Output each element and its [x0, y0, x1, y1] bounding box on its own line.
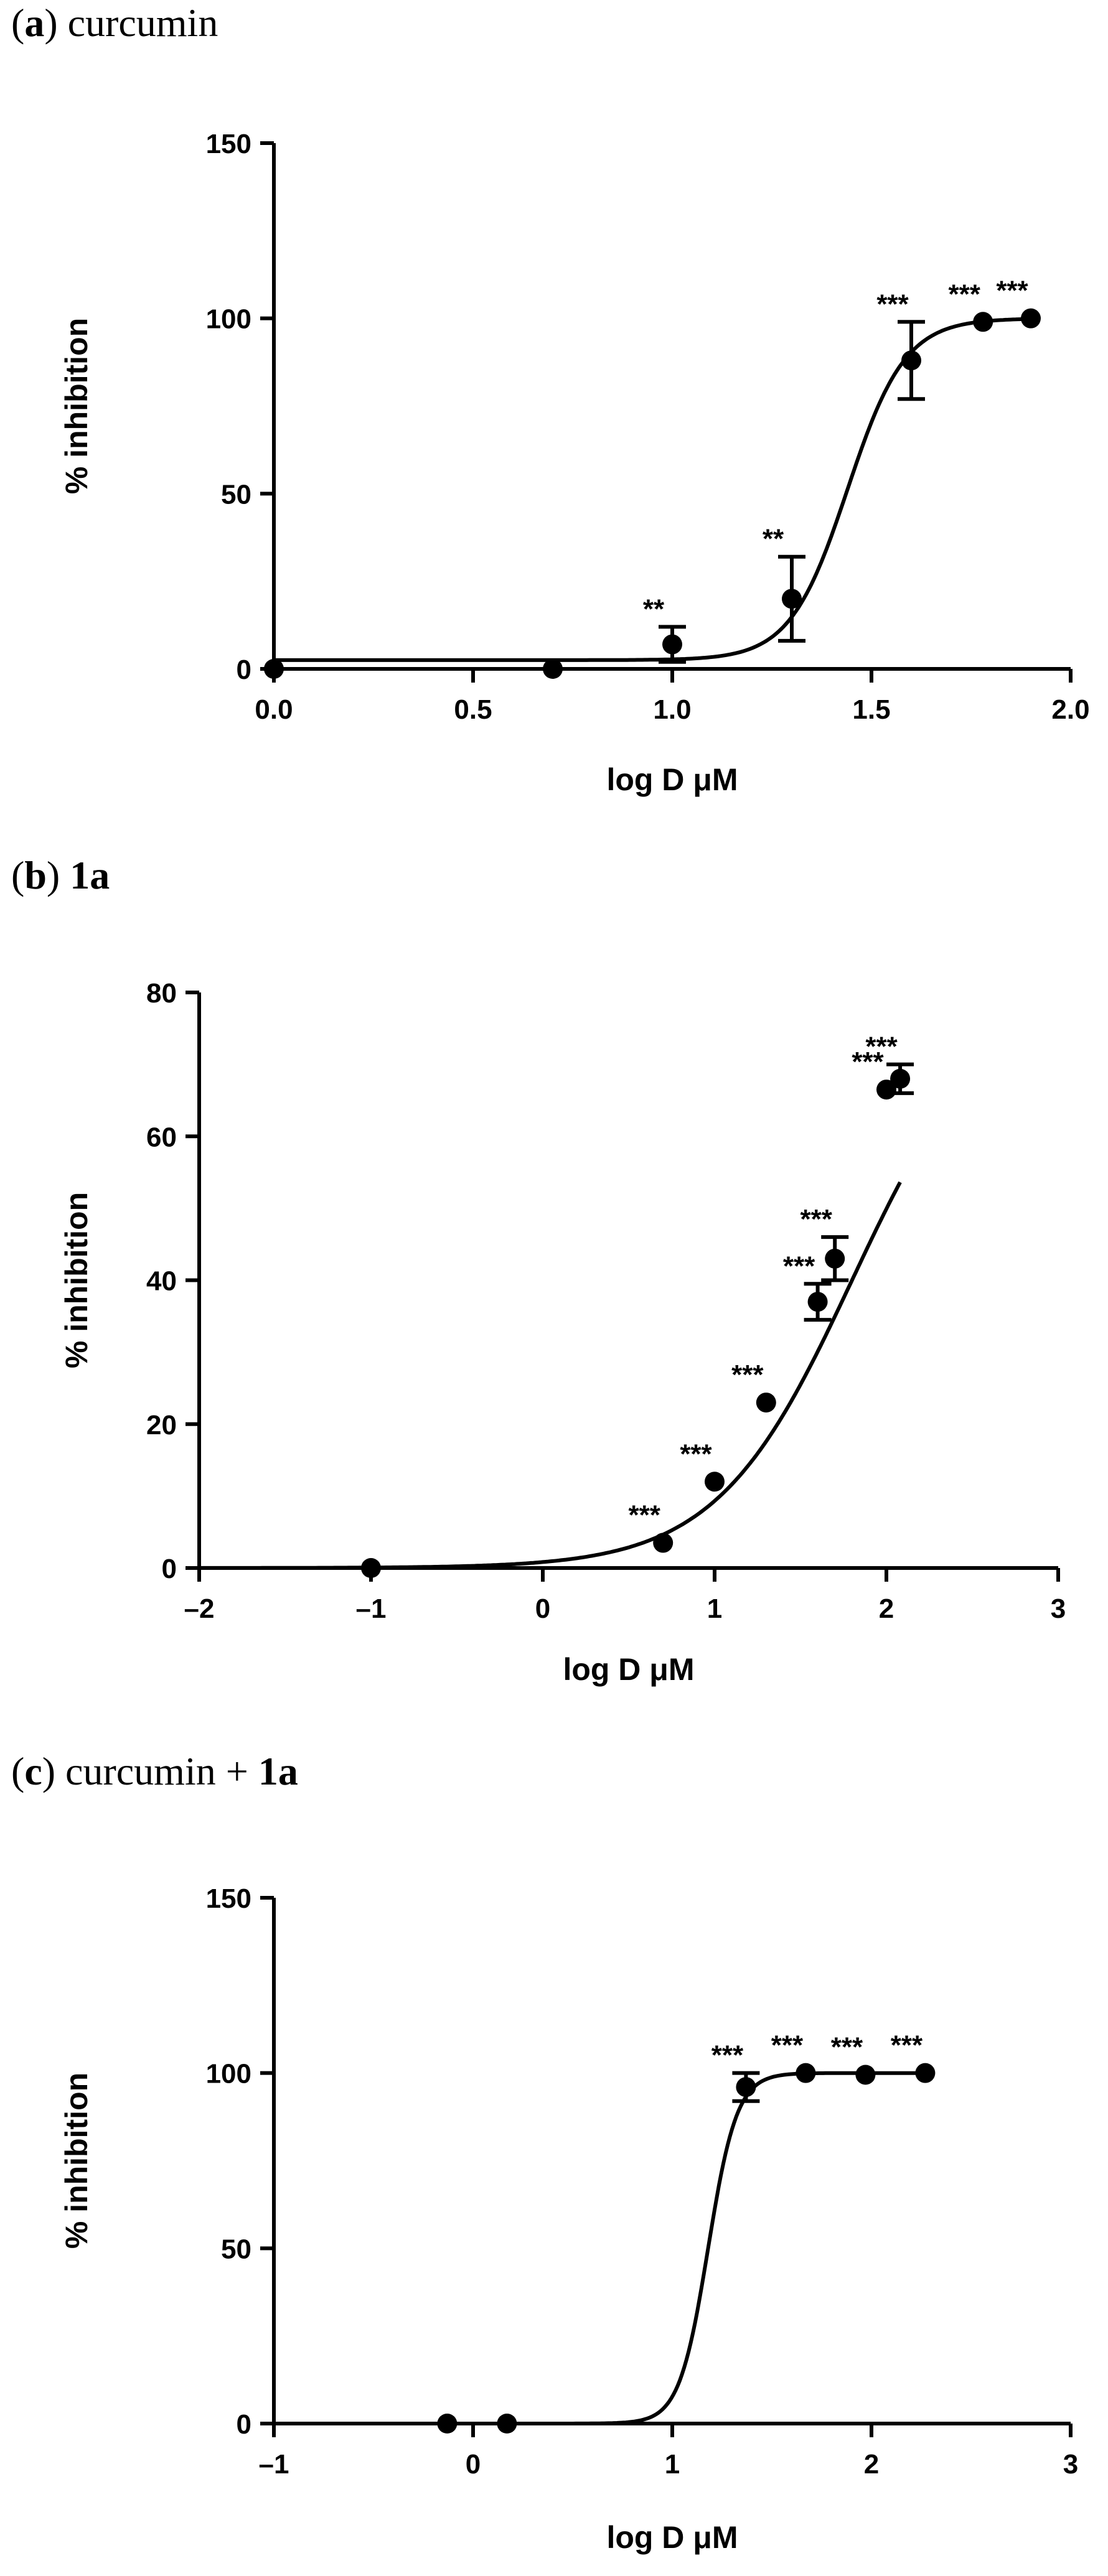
panel-title-bold: 1a [258, 1749, 298, 1793]
panel-label: a [24, 1, 45, 45]
x-tick-label: 2 [864, 2449, 879, 2480]
significance-label: *** [865, 1032, 898, 1062]
significance-label: *** [949, 279, 981, 309]
x-tick-label: 2.0 [1051, 694, 1089, 725]
x-axis-title: log D μM [563, 1652, 694, 1687]
significance-label: *** [711, 2040, 744, 2071]
significance-label: *** [996, 276, 1028, 306]
y-tick-label: 0 [237, 2409, 251, 2440]
significance-label: *** [783, 1251, 815, 1281]
x-tick-label: 1 [665, 2449, 680, 2480]
data-point [543, 659, 563, 679]
x-tick-label: 0.0 [255, 694, 293, 725]
panel-title-text: curcumin + [65, 1749, 258, 1793]
x-tick-label: –1 [259, 2449, 289, 2480]
y-axis-title: % inhibition [59, 318, 94, 494]
y-tick-label: 100 [206, 2059, 251, 2089]
x-tick-label: 1.5 [852, 694, 890, 725]
x-axis-title: log D μM [606, 762, 738, 797]
x-tick-label: 0.5 [454, 694, 492, 725]
y-tick-label: 60 [146, 1122, 177, 1152]
panel-label: c [24, 1749, 42, 1793]
data-point [497, 2414, 517, 2434]
panel-label: b [24, 853, 47, 897]
panel-title-bold: 1a [70, 853, 110, 897]
y-tick-label: 20 [146, 1410, 177, 1440]
data-point [807, 1292, 828, 1312]
data-point [825, 1248, 845, 1269]
panel-title-b: (b) 1a [11, 853, 110, 897]
x-tick-label: 3 [1051, 1594, 1066, 1624]
x-tick-label: 0 [466, 2449, 481, 2480]
data-point [756, 1393, 776, 1413]
data-point [736, 2077, 756, 2098]
y-tick-label: 40 [146, 1266, 177, 1297]
chart-svg-a: 0.0 0.5 1.0 1.5 2.0 0 50 100 150 log D μM % inhibi… [59, 129, 1090, 797]
fit-curve [274, 2071, 926, 2425]
data-point [973, 312, 993, 332]
y-tick-label: 50 [221, 2234, 251, 2264]
significance-label: *** [771, 2030, 804, 2061]
panel-title-text: curcumin [67, 1, 218, 45]
y-axis-title: % inhibition [59, 2073, 94, 2249]
x-tick-label: 0 [535, 1594, 550, 1624]
data-point [890, 1068, 911, 1089]
y-axis-title: % inhibition [59, 1192, 94, 1368]
significance-label: *** [680, 1439, 712, 1469]
significance-label: ** [763, 524, 784, 554]
data-point [437, 2414, 458, 2434]
y-tick-label: 50 [221, 479, 251, 510]
chart-svg-b: –2 –1 0 1 2 3 0 20 40 60 80 log D μM % inhibition ***… [59, 978, 1066, 1687]
significance-label: ** [643, 594, 665, 624]
x-tick-label: –2 [184, 1594, 215, 1624]
chart-panel-c: (c) curcumin + 1a –1 0 1 2 3 0 50 100 150 log D μ… [0, 1748, 1108, 2576]
data-point [855, 2065, 876, 2085]
panel-title-c: (c) curcumin + 1a [11, 1749, 298, 1793]
data-point [653, 1533, 674, 1553]
panel-title-a: (a) curcumin [11, 1, 218, 45]
fit-curve [199, 1181, 902, 1570]
chart-panel-b: (b) 1a –2 –1 0 1 2 3 0 20 40 60 80 log D μM % inhibi… [0, 852, 1108, 1711]
y-tick-label: 0 [237, 655, 251, 685]
y-tick-label: 150 [206, 129, 251, 159]
y-tick-label: 80 [146, 978, 177, 1009]
data-point [1021, 308, 1041, 329]
significance-label: *** [731, 1360, 764, 1390]
x-tick-label: –1 [356, 1594, 387, 1624]
data-point [915, 2063, 936, 2083]
data-point [662, 634, 682, 655]
significance-label: *** [876, 289, 909, 319]
significance-label: *** [831, 2032, 863, 2062]
x-tick-label: 3 [1063, 2449, 1078, 2480]
y-tick-label: 150 [206, 1883, 251, 1914]
data-point [361, 1558, 381, 1578]
significance-label: *** [800, 1204, 833, 1234]
y-tick-label: 0 [162, 1554, 177, 1584]
x-tick-label: 1 [707, 1594, 722, 1624]
data-point [796, 2063, 816, 2083]
significance-label: *** [629, 1500, 661, 1531]
data-point [705, 1472, 725, 1492]
significance-label: *** [852, 1047, 884, 1077]
significance-label: *** [891, 2030, 923, 2061]
chart-panel-a: (a) curcumin 0.0 0.5 1.0 1.5 2.0 0 50 100 150 log… [0, 0, 1108, 821]
data-point [901, 350, 921, 371]
x-tick-label: 1.0 [653, 694, 691, 725]
x-tick-label: 2 [879, 1594, 894, 1624]
data-point [264, 659, 284, 679]
x-axis-title: log D μM [606, 2520, 738, 2555]
data-point [782, 589, 802, 609]
chart-svg-c: –1 0 1 2 3 0 50 100 150 log D μM % inhibition *** **… [59, 1883, 1078, 2555]
y-tick-label: 100 [206, 304, 251, 335]
